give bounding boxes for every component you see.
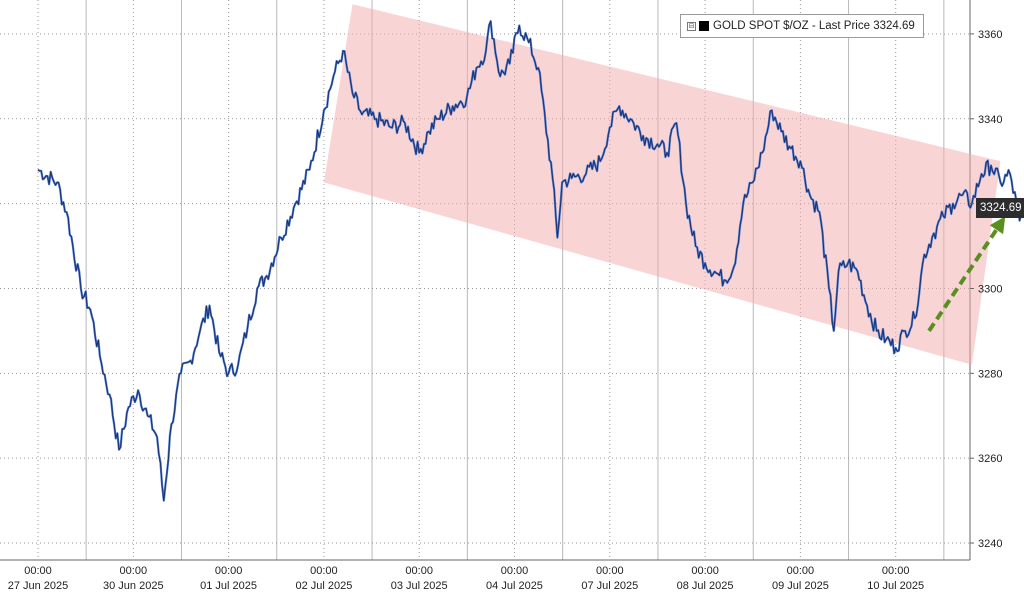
legend-label: GOLD SPOT $/OZ - Last Price 3324.69: [713, 20, 915, 32]
x-tick-time: 00:00: [882, 565, 910, 577]
channel-band: [323, 4, 1001, 365]
x-tick-date: 10 Jul 2025: [867, 580, 924, 592]
x-tick-date: 30 Jun 2025: [103, 580, 164, 592]
y-tick-label: 3300: [978, 283, 1002, 295]
x-axis: 00:00 27 Jun 2025 00:00 30 Jun 2025 00:00 01 …: [8, 565, 924, 592]
legend-swatch: [699, 21, 709, 31]
chart-legend[interactable]: ⊟ GOLD SPOT $/OZ - Last Price 3324.69: [680, 14, 924, 38]
x-tick-time: 00:00: [405, 565, 433, 577]
x-tick-date: 01 Jul 2025: [200, 580, 257, 592]
descending-channel: [323, 4, 1001, 365]
x-tick-time: 00:00: [120, 565, 148, 577]
y-tick-label: 3260: [978, 453, 1002, 465]
x-tick-date: 03 Jul 2025: [391, 580, 448, 592]
price-series: [37, 20, 1024, 502]
last-price-tag: 3324.69: [976, 198, 1024, 218]
y-tick-label: 3280: [978, 368, 1002, 380]
x-tick-date: 02 Jul 2025: [295, 580, 352, 592]
x-tick-time: 00:00: [596, 565, 624, 577]
uptrend-arrow: [927, 216, 1006, 333]
x-tick-time: 00:00: [787, 565, 815, 577]
x-tick-time: 00:00: [310, 565, 338, 577]
y-tick-label: 3240: [978, 538, 1002, 550]
x-tick-date: 08 Jul 2025: [677, 580, 734, 592]
y-tick-label: 3360: [978, 29, 1002, 41]
price-line: [37, 20, 1024, 502]
x-tick-date: 09 Jul 2025: [772, 580, 829, 592]
x-tick-date: 27 Jun 2025: [8, 580, 69, 592]
x-tick-time: 00:00: [24, 565, 52, 577]
x-tick-time: 00:00: [691, 565, 719, 577]
arrow-shaft: [927, 228, 999, 333]
y-tick-label: 3340: [978, 114, 1002, 126]
x-tick-time: 00:00: [215, 565, 243, 577]
x-tick-date: 04 Jul 2025: [486, 580, 543, 592]
x-tick-date: 07 Jul 2025: [581, 580, 638, 592]
arrow-head: [989, 216, 1006, 235]
legend-toggle-icon[interactable]: ⊟: [687, 21, 696, 31]
x-tick-time: 00:00: [501, 565, 529, 577]
